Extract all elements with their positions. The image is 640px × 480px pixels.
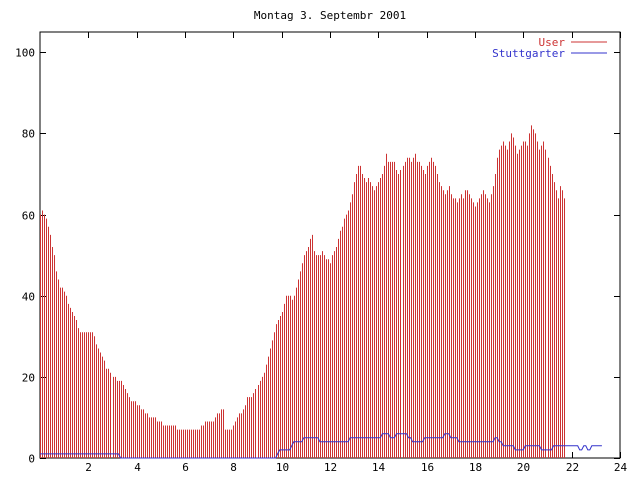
y-tick-label: 100	[15, 47, 35, 60]
x-tick-label: 4	[134, 461, 141, 474]
x-tick-label: 14	[372, 461, 386, 474]
x-tick-label: 6	[182, 461, 189, 474]
y-tick-label: 0	[28, 453, 35, 466]
y-tick-label: 60	[22, 210, 35, 223]
y-tick-label: 40	[22, 291, 35, 304]
y-tick-label: 20	[22, 372, 35, 385]
x-tick-label: 24	[614, 461, 628, 474]
x-tick-label: 16	[421, 461, 434, 474]
series-user	[40, 125, 565, 458]
y-tick-label: 80	[22, 128, 35, 141]
stuttgarter-line	[40, 433, 602, 459]
x-tick-label: 22	[566, 461, 579, 474]
series-stuttgarter	[40, 433, 602, 459]
chart-title: Montag 3. Septembr 2001	[254, 9, 406, 22]
x-tick-label: 20	[517, 461, 530, 474]
x-tick-label: 2	[85, 461, 92, 474]
legend-label: Stuttgarter	[492, 47, 565, 60]
x-tick-label: 18	[469, 461, 482, 474]
x-tick-label: 8	[230, 461, 237, 474]
legend-label: User	[539, 36, 566, 49]
x-tick-label: 10	[276, 461, 289, 474]
x-tick-label: 12	[324, 461, 337, 474]
